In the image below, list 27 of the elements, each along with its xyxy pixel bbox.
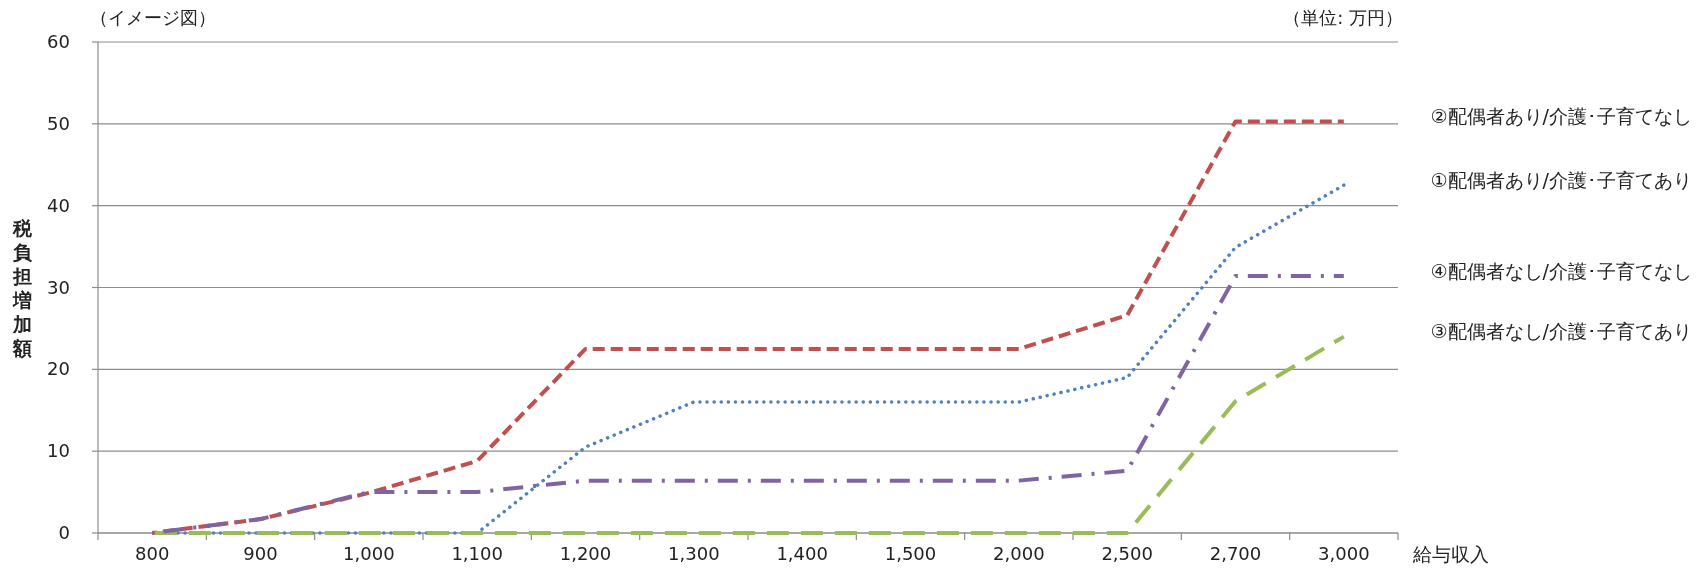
y-tick-label: 50 [47,112,70,134]
x-tick-label: 1,400 [776,543,828,564]
text: ①配偶者あり/介護･子育てあり [1430,168,1692,191]
x-tick-label: 800 [134,543,170,564]
y-tick-label: 0 [58,522,70,543]
y-tick-label: 10 [47,440,70,462]
y-tick-label: 60 [47,31,70,52]
x-tick-label: 2,500 [1101,543,1153,564]
y-tick-label: 40 [47,194,70,216]
x-axis-title: 給与収入 [1412,543,1489,565]
text: （イメージ図） [90,7,216,28]
text: （単位: 万円） [1283,7,1403,28]
x-tick-label: 1,500 [884,543,937,564]
x-tick-label: 2,000 [993,543,1045,564]
text: ②配偶者あり/介護･子育てなし [1430,104,1692,127]
y-tick-label: 20 [47,358,70,380]
x-tick-label: 1,300 [668,543,720,564]
x-tick-label: 900 [243,543,278,564]
x-tick-label: 3,000 [1318,543,1370,564]
x-tick-label: 1,200 [559,543,612,564]
x-tick-label: 2,700 [1209,543,1262,564]
x-tick-label: 1,000 [343,543,395,564]
y-tick-label: 30 [47,276,70,298]
x-tick-label: 1,100 [451,543,503,564]
text: ④配偶者なし/介護･子育てなし [1430,259,1692,282]
y-axis-title: 税負担増加額 [11,216,33,359]
text: ③配偶者なし/介護･子育てあり [1430,320,1692,343]
